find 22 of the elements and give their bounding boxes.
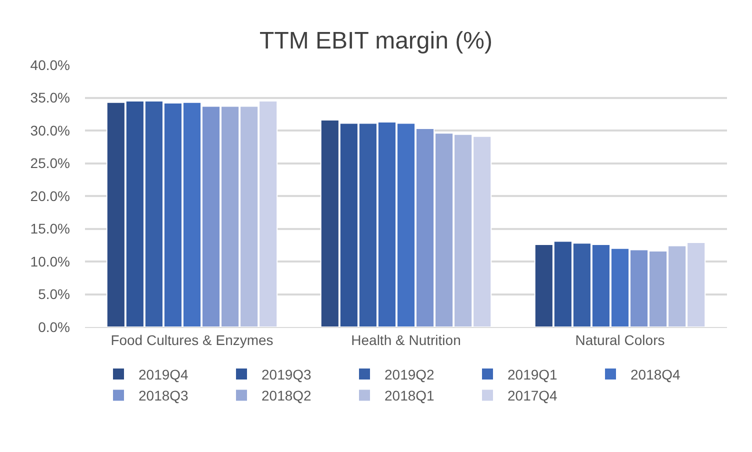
legend-label: 2019Q4 [138, 366, 189, 382]
y-tick-label: 30.0% [30, 122, 70, 138]
y-tick-label: 15.0% [30, 220, 70, 237]
x-tick-label: Health & Nutrition [351, 332, 461, 348]
y-tick-label: 10.0% [30, 253, 70, 270]
y-tick-label: 5.0% [38, 286, 70, 302]
y-tick-label: 25.0% [30, 155, 70, 172]
legend-label: 2018Q4 [630, 366, 681, 382]
x-tick-label: Natural Colors [575, 332, 665, 348]
y-tick-label: 40.0% [30, 56, 70, 73]
legend-label: 2019Q1 [508, 366, 558, 382]
y-tick-label: 0.0% [38, 318, 70, 335]
chart-title: TTM EBIT margin (%) [260, 27, 492, 54]
y-tick-label: 35.0% [30, 90, 70, 106]
legend-label: 2018Q3 [138, 388, 189, 404]
x-tick-label: Food Cultures & Enzymes [110, 332, 274, 348]
legend-label: 2019Q3 [262, 366, 312, 382]
y-tick-label: 20.0% [30, 188, 70, 204]
legend-label: 2018Q1 [384, 388, 435, 404]
legend-label: 2018Q2 [262, 388, 312, 404]
legend-label: 2017Q4 [508, 388, 558, 404]
legend-label: 2019Q2 [384, 366, 435, 382]
